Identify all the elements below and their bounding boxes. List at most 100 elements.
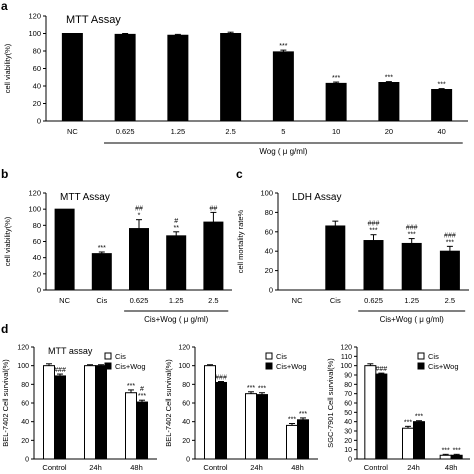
- significance-label: ***: [438, 82, 446, 89]
- significance-label: ###: [368, 221, 380, 228]
- y-axis-label: BEL-7402 Cell survival(%): [164, 359, 173, 447]
- legend-swatch: [265, 352, 273, 360]
- legend-swatch: [265, 362, 273, 370]
- significance-label: ###: [215, 375, 227, 382]
- legend-label: Cis+Wog: [115, 362, 146, 371]
- significance-label: ##: [135, 206, 143, 213]
- y-tick-label: 120: [28, 189, 41, 198]
- y-tick-label: 120: [340, 345, 352, 352]
- y-tick-label: 70: [344, 391, 352, 398]
- bar: [43, 365, 55, 460]
- bar: [136, 401, 148, 460]
- significance-label: ***: [299, 411, 307, 418]
- y-axis-label: BEL-7402 Cell survival(%): [1, 359, 10, 447]
- x-tick-label: 48h: [291, 463, 304, 472]
- significance-label: ***: [138, 393, 146, 400]
- bar: [286, 424, 298, 460]
- chart-title: MTT Assay: [66, 14, 121, 26]
- y-tick-label: 80: [182, 382, 190, 389]
- significance-label: ###: [375, 366, 387, 373]
- y-tick-label: 120: [178, 345, 190, 352]
- legend-label: Cis: [115, 352, 126, 361]
- y-tick-label: 60: [33, 64, 41, 73]
- significance-label: ***: [415, 414, 423, 421]
- bar: [375, 373, 388, 460]
- x-tick-label: NC: [292, 296, 303, 305]
- y-tick-label: 0: [25, 457, 29, 464]
- y-tick-label: 20: [33, 269, 41, 278]
- x-axis-label: Wog ( μ g/ml): [259, 147, 307, 156]
- bar: [439, 250, 460, 291]
- significance-label: ***: [247, 385, 255, 392]
- x-tick-label: 48h: [130, 463, 143, 472]
- significance-label: ###: [54, 367, 66, 374]
- significance-label: ***: [98, 245, 106, 252]
- bar: [91, 253, 112, 291]
- x-tick-label: Control: [203, 463, 228, 472]
- y-tick-label: 40: [265, 247, 273, 256]
- x-tick-label: 1.25: [171, 127, 186, 136]
- x-tick-label: NC: [67, 127, 78, 136]
- significance-label: ***: [279, 43, 287, 50]
- bar: [256, 394, 268, 460]
- y-axis-label: cell mortality rate%: [236, 209, 245, 273]
- y-tick-label: 100: [340, 363, 352, 370]
- bar: [297, 419, 309, 460]
- x-axis-label: Cis+Wog ( μ g/ml): [380, 315, 445, 324]
- bar: [431, 89, 453, 122]
- bar: [114, 33, 136, 122]
- y-tick-label: 90: [344, 373, 352, 380]
- bar: [272, 51, 294, 122]
- bar: [401, 242, 422, 291]
- bar: [325, 82, 347, 122]
- significance-label: ***: [408, 232, 416, 239]
- y-tick-label: 80: [33, 221, 41, 230]
- significance-label: ***: [442, 447, 450, 454]
- chart-title: MTT Assay: [60, 192, 110, 203]
- x-tick-label: NC: [59, 296, 70, 305]
- y-tick-label: 60: [182, 401, 190, 408]
- legend-swatch: [417, 362, 425, 370]
- y-tick-label: 100: [17, 363, 29, 370]
- y-tick-label: 40: [182, 419, 190, 426]
- x-tick-label: 24h: [250, 463, 263, 472]
- bar: [450, 454, 463, 460]
- x-tick-label: 1.25: [404, 296, 419, 305]
- significance-label: ***: [385, 75, 393, 82]
- y-tick-label: 0: [37, 286, 41, 295]
- y-tick-label: 100: [260, 189, 273, 198]
- bar: [61, 33, 83, 122]
- x-tick-label: Cis: [330, 296, 341, 305]
- bar: [363, 240, 384, 291]
- bar: [167, 34, 189, 122]
- y-tick-label: 30: [344, 429, 352, 436]
- chart-title: LDH Assay: [292, 192, 341, 203]
- panel-label-d: d: [1, 322, 8, 336]
- panel-label-c: c: [236, 167, 243, 181]
- legend-label: Cis+Wog: [276, 362, 307, 371]
- x-tick-label: Cis: [96, 296, 107, 305]
- bar: [402, 427, 414, 460]
- significance-label: #: [174, 218, 178, 225]
- x-tick-label: 5: [281, 127, 285, 136]
- significance-label: ##: [210, 205, 218, 212]
- y-tick-label: 10: [344, 447, 352, 454]
- significance-label: ***: [332, 75, 340, 82]
- significance-label: ***: [369, 228, 377, 235]
- y-tick-label: 20: [21, 438, 29, 445]
- bar: [439, 454, 452, 460]
- significance-label: ***: [127, 383, 135, 390]
- legend-label: Cis: [428, 352, 439, 361]
- significance-label: ***: [288, 417, 296, 424]
- y-tick-label: 120: [28, 12, 41, 21]
- significance-label: ###: [444, 232, 456, 239]
- y-tick-label: 50: [344, 410, 352, 417]
- legend-label: Cis: [276, 352, 287, 361]
- bar: [166, 235, 187, 291]
- y-tick-label: 0: [186, 457, 190, 464]
- y-tick-label: 60: [265, 227, 273, 236]
- x-tick-label: 0.625: [116, 127, 135, 136]
- bar: [204, 365, 216, 460]
- bar: [54, 208, 75, 291]
- significance-label: ***: [258, 386, 266, 393]
